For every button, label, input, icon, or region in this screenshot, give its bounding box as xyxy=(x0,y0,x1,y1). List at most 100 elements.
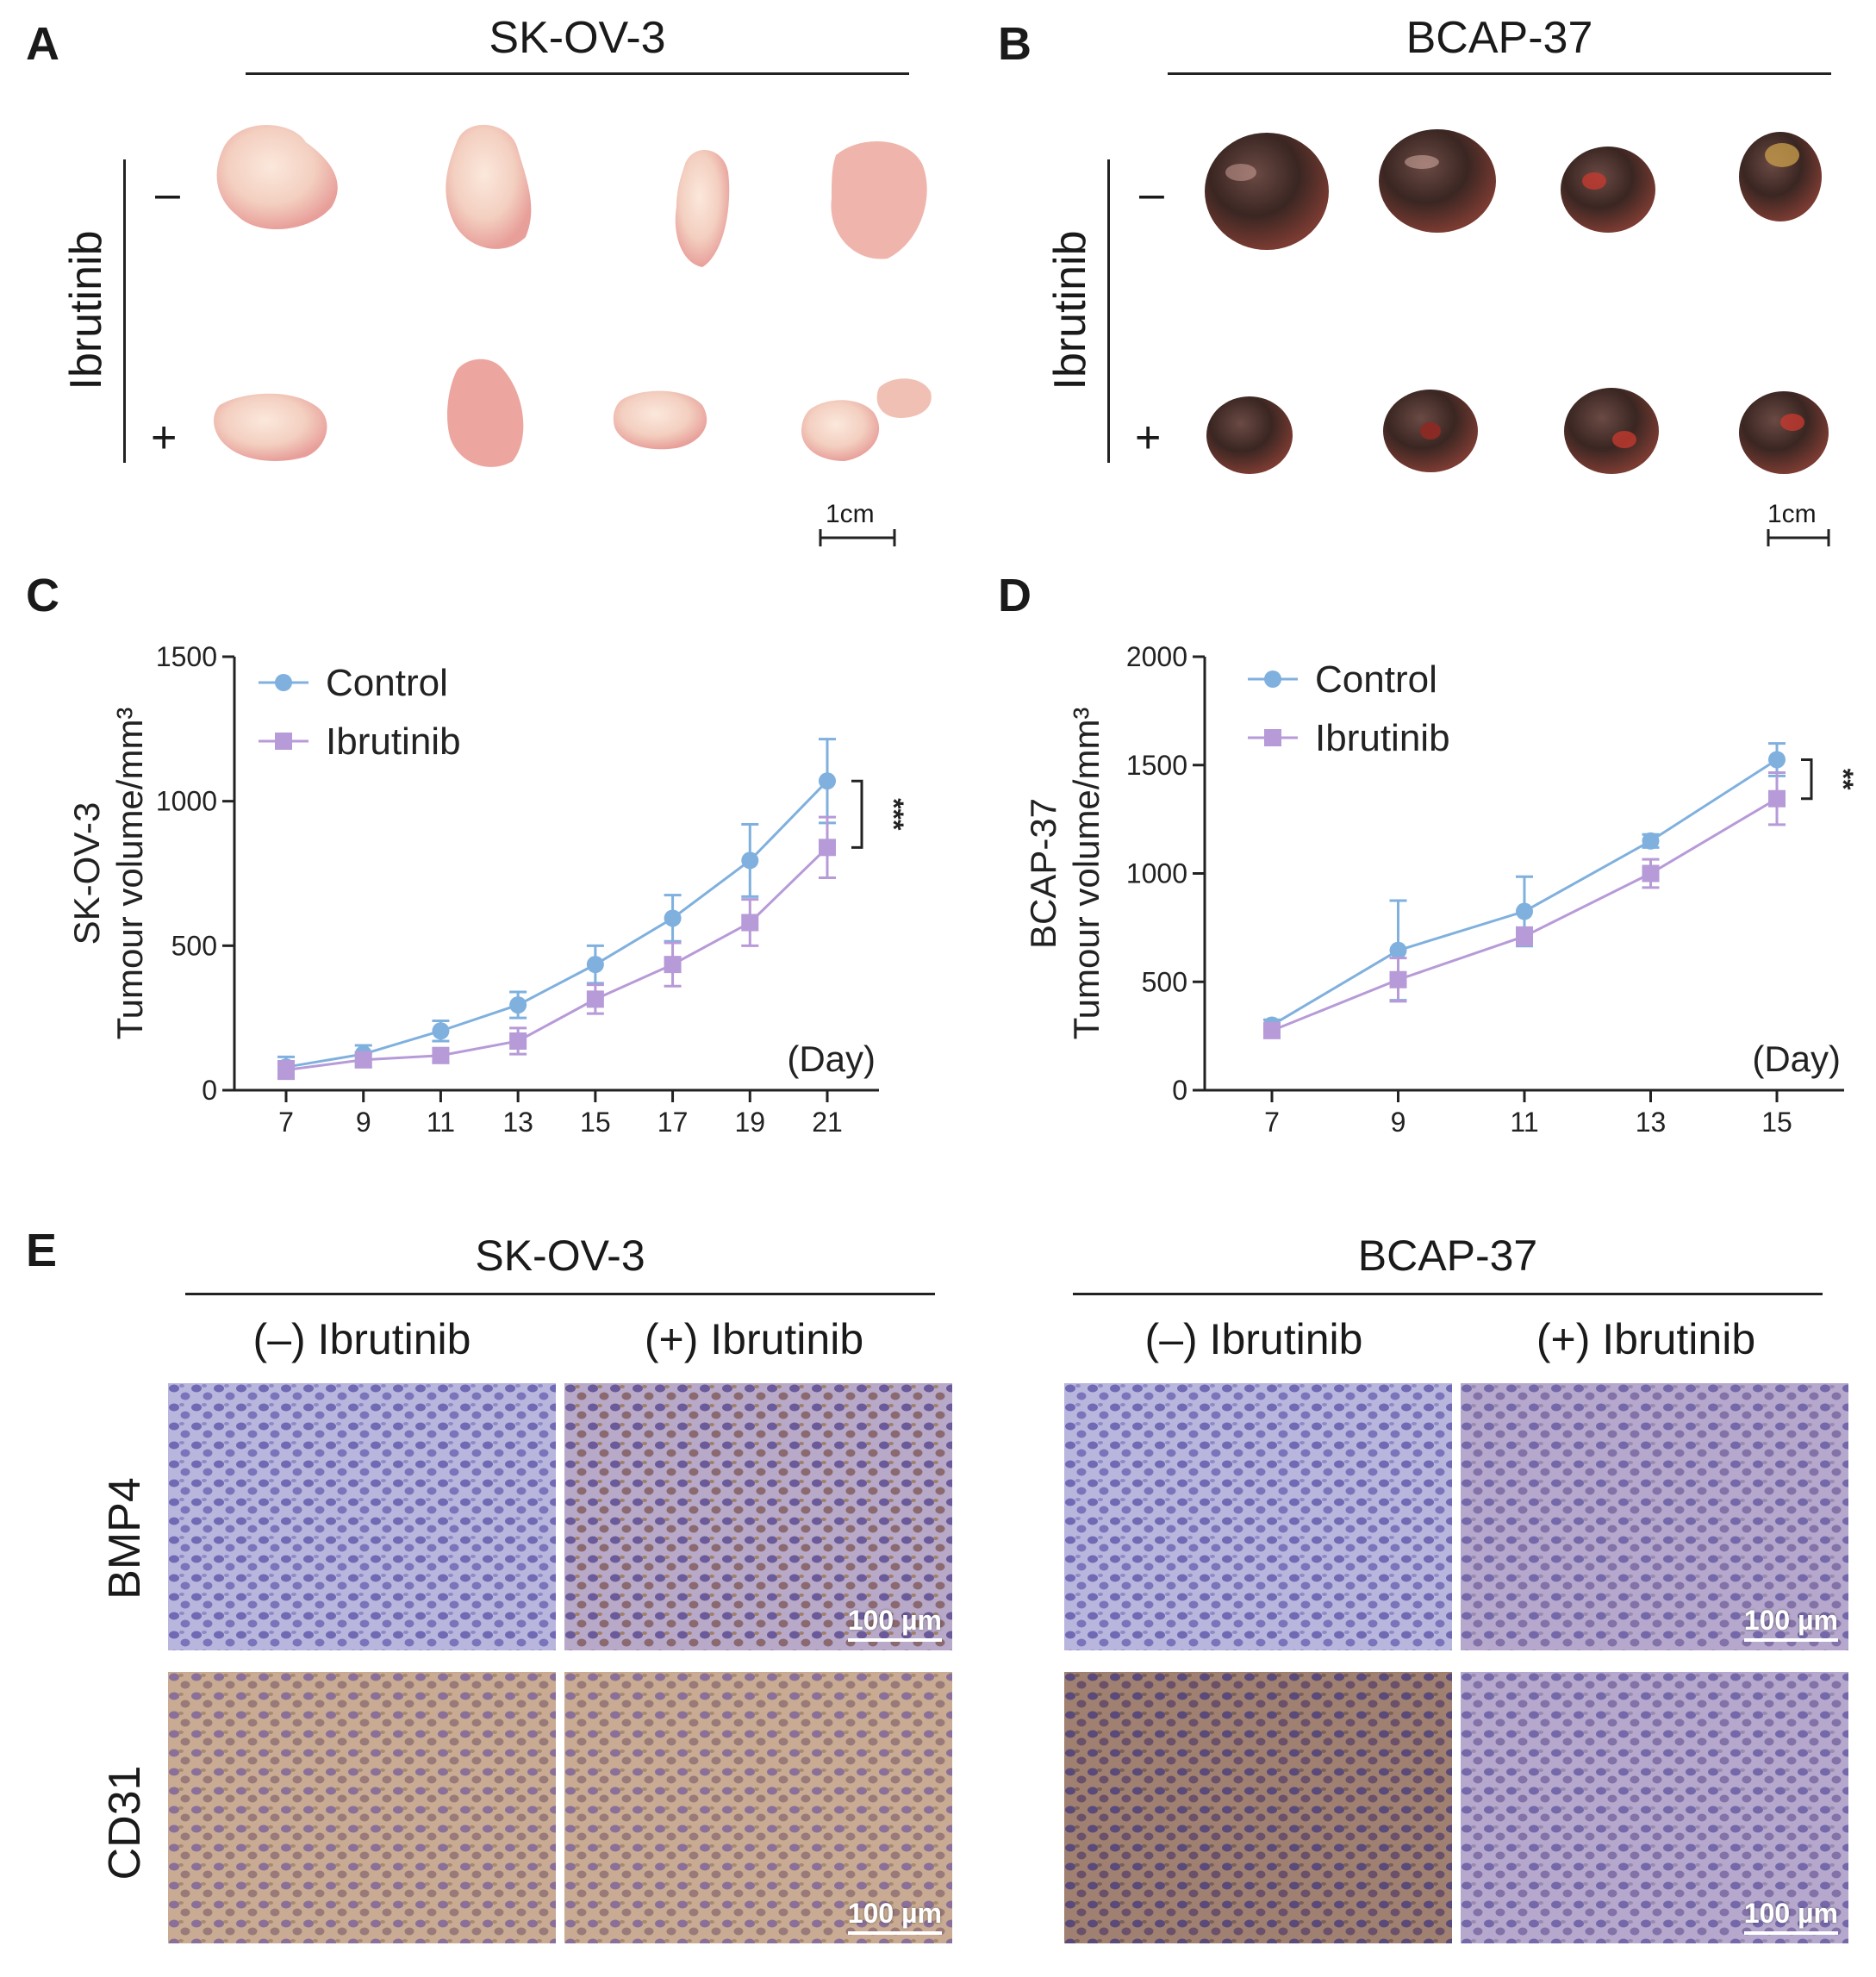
legend-label-ibrutinib: Ibrutinib xyxy=(326,720,461,763)
data-point-ibrutinib xyxy=(509,1032,527,1050)
tumor-b-neg-2 xyxy=(1379,129,1496,233)
panel-a-scale-bar xyxy=(819,529,896,546)
scale-bar: 100 µm xyxy=(1743,1605,1838,1642)
scale-bar-label: 100 µm xyxy=(1743,1605,1838,1636)
ihc-image xyxy=(1461,1672,1848,1943)
tumor-b-neg-3-bleed xyxy=(1582,172,1606,190)
x-axis-label: (Day) xyxy=(787,1038,876,1079)
data-point-ibrutinib xyxy=(586,990,604,1008)
ihc-image xyxy=(564,1672,952,1943)
ihc-image xyxy=(1064,1383,1452,1650)
panel-a-scale-label: 1cm xyxy=(826,500,875,528)
scale-bar-line xyxy=(1743,1638,1838,1642)
legend-marker-control xyxy=(275,674,292,691)
y-tick-label: 1500 xyxy=(1126,750,1187,781)
y-tick-label: 0 xyxy=(202,1075,217,1106)
x-tick-label: 15 xyxy=(1761,1107,1792,1138)
panel-b-title-rule xyxy=(1168,72,1831,75)
tumor-b-neg-1-highlight xyxy=(1225,164,1256,181)
y-axis-label-units: Tumour volume/mm³ xyxy=(109,708,150,1040)
panel-c-letter: C xyxy=(26,570,59,621)
panel-a-treatment-label: Ibrutinib xyxy=(61,230,111,390)
ihc-image xyxy=(168,1672,556,1943)
data-point-ibrutinib xyxy=(741,914,759,932)
y-axis-label: BCAP-37 xyxy=(1023,798,1063,949)
tumor-a-pos-1 xyxy=(214,393,327,461)
ihc-bcap37-cd31-neg xyxy=(1064,1672,1452,1943)
data-point-ibrutinib xyxy=(1768,789,1786,808)
legend-label-control: Control xyxy=(1315,658,1437,701)
ihc-image xyxy=(1064,1672,1452,1943)
panel-e-group-bcap37: BCAP-37 xyxy=(1357,1232,1538,1280)
tumor-b-neg-4-spot xyxy=(1765,143,1799,167)
chart-c: 0 500 1000 1500 7 9 11 13 15 17 19 21 SK-OV-3 Tumour … xyxy=(66,641,909,1138)
data-point-control xyxy=(1389,941,1407,959)
data-point-control xyxy=(509,996,527,1014)
panel-a-side-rule xyxy=(123,159,126,463)
series-line-ibrutinib xyxy=(285,846,829,1072)
x-tick-label: 7 xyxy=(1264,1107,1280,1138)
scale-bar: 100 µm xyxy=(847,1605,942,1642)
significance-bracket xyxy=(1801,758,1813,801)
y-axis-label: SK-OV-3 xyxy=(66,802,107,945)
x-tick-label: 15 xyxy=(580,1107,611,1138)
data-point-control xyxy=(1642,832,1660,850)
data-point-ibrutinib xyxy=(277,1061,295,1079)
panel-e-letter: E xyxy=(26,1225,58,1276)
x-axis-label: (Day) xyxy=(1752,1038,1841,1079)
tumor-a-neg-1 xyxy=(216,125,338,230)
legend-marker-ibrutinib xyxy=(1264,729,1281,746)
significance-stars: ** xyxy=(1828,769,1859,790)
data-point-ibrutinib xyxy=(432,1046,450,1064)
panel-a-letter: A xyxy=(26,18,59,70)
panel-e-rule-bcap37 xyxy=(1073,1293,1823,1295)
ihc-skov3-bmp4-pos: 100 µm xyxy=(564,1383,952,1650)
x-tick-label: 11 xyxy=(1510,1107,1538,1138)
tumor-a-pos-2 xyxy=(447,359,524,467)
data-point-ibrutinib xyxy=(1389,970,1407,988)
data-point-ibrutinib xyxy=(664,956,682,974)
col-skov3-pos: (+) Ibrutinib xyxy=(644,1315,864,1363)
scale-bar-label: 100 µm xyxy=(847,1898,942,1929)
panel-a-minus: – xyxy=(155,169,180,219)
panel-b-side-rule xyxy=(1107,159,1110,463)
panel-b-letter: B xyxy=(998,18,1031,70)
data-point-ibrutinib xyxy=(1516,927,1533,945)
x-tick-label: 13 xyxy=(502,1107,533,1138)
ihc-skov3-bmp4-neg xyxy=(168,1383,556,1650)
panel-e-group-skov3: SK-OV-3 xyxy=(475,1232,645,1280)
y-tick-label: 1000 xyxy=(156,786,217,817)
panel-a-plus: + xyxy=(151,413,178,463)
data-point-control xyxy=(741,851,759,870)
tumor-a-pos-3 xyxy=(613,390,707,450)
scale-bar-label: 100 µm xyxy=(847,1605,942,1636)
tumor-a-neg-4 xyxy=(831,140,927,259)
data-point-ibrutinib xyxy=(1263,1021,1281,1039)
tumor-b-neg-2-highlight xyxy=(1405,155,1439,169)
ihc-image xyxy=(168,1383,556,1650)
data-point-ibrutinib xyxy=(819,839,836,857)
panel-d-letter: D xyxy=(998,570,1031,621)
panel-b-tumor-photos xyxy=(1205,129,1829,474)
col-skov3-neg: (–) Ibrutinib xyxy=(252,1315,471,1363)
tumor-a-pos-5 xyxy=(876,378,932,418)
ihc-bcap37-bmp4-pos: 100 µm xyxy=(1461,1383,1848,1650)
ihc-skov3-cd31-pos: 100 µm xyxy=(564,1672,952,1943)
y-tick-label: 0 xyxy=(1172,1075,1187,1106)
panel-b-scale-bar xyxy=(1767,529,1830,546)
scale-bar-line xyxy=(1743,1931,1838,1935)
ihc-skov3-cd31-neg xyxy=(168,1672,556,1943)
col-bcap37-pos: (+) Ibrutinib xyxy=(1536,1315,1756,1363)
panel-b-title: BCAP-37 xyxy=(1405,13,1593,63)
x-tick-label: 19 xyxy=(734,1107,765,1138)
scale-bar-line xyxy=(847,1931,942,1935)
row-label-bmp4: BMP4 xyxy=(100,1477,150,1600)
tumor-b-pos-4 xyxy=(1739,391,1829,474)
x-tick-label: 17 xyxy=(658,1107,689,1138)
significance-stars: *** xyxy=(878,798,909,831)
tumor-b-pos-2-center xyxy=(1420,422,1441,440)
panel-a-tumor-photos xyxy=(214,124,932,467)
ihc-image xyxy=(1461,1383,1848,1650)
scale-bar-line xyxy=(847,1638,942,1642)
data-point-control xyxy=(819,772,836,790)
